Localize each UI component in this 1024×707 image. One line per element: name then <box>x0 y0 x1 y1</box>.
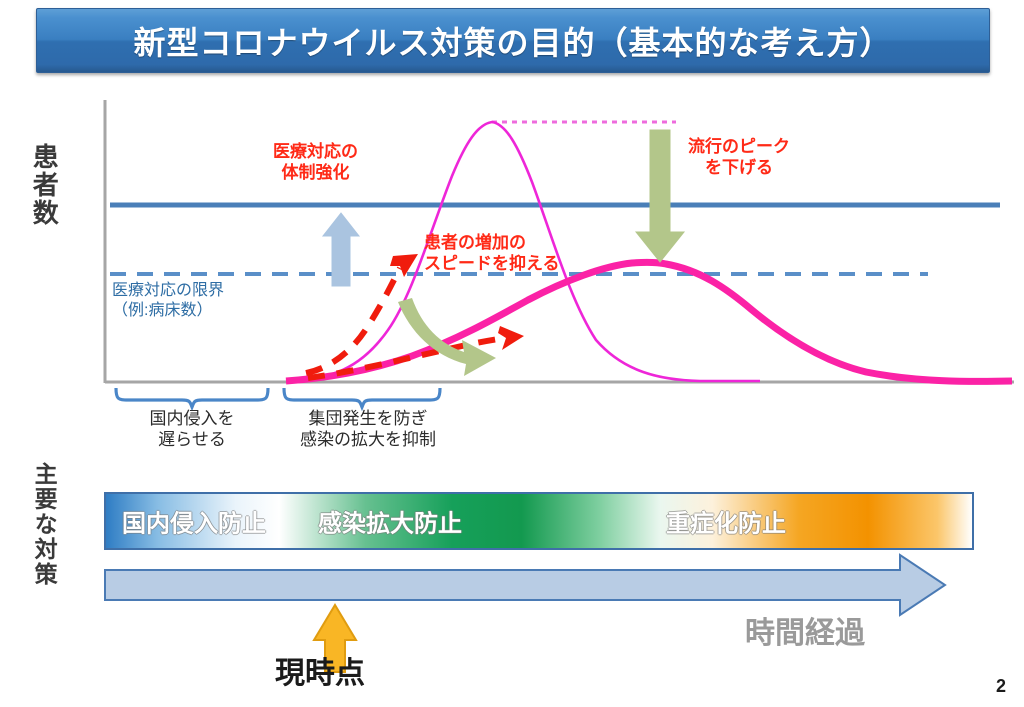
fast-growth-arrowhead <box>390 254 418 277</box>
brace-2 <box>282 387 442 412</box>
measures-gradient-bar: 国内侵入防止 感染拡大防止 重症化防止 <box>104 492 974 550</box>
capacity-boost-arrow <box>321 212 361 287</box>
annotation-capacity-boost: 医療対応の 体制強化 <box>273 142 358 183</box>
y-axis-label: 患者数 <box>29 143 60 227</box>
slow-growth-arrow <box>307 335 507 381</box>
annotation-slow-speed: 患者の増加の スピードを抑える <box>424 233 560 274</box>
brace-1 <box>114 387 270 412</box>
slide-title-banner: 新型コロナウイルス対策の目的（基本的な考え方） <box>36 8 990 73</box>
brace-label-prevent-spread-line1: 集団発生を防ぎ <box>308 409 428 428</box>
annotation-capacity-limit-line1: 医療対応の限界 <box>112 282 225 299</box>
slow-growth-arrowhead <box>498 326 524 350</box>
annotation-capacity-limit-line2: （例:病床数） <box>112 301 213 319</box>
measures-bar-segment-severity-prevention: 重症化防止 <box>666 510 786 538</box>
flatten-curve-arrow <box>398 298 496 376</box>
fast-growth-arrow <box>305 266 403 376</box>
annotation-capacity-boost-line1: 医療対応の <box>273 142 358 161</box>
annotation-slow-speed-line2: スピードを抑える <box>424 253 560 273</box>
page-title: 新型コロナウイルス対策の目的（基本的な考え方） <box>133 24 893 61</box>
current-point-label: 現時点 <box>275 657 365 690</box>
annotation-peak-lower-line1: 流行のピーク <box>688 137 790 156</box>
time-progress-label: 時間経過 <box>745 617 865 650</box>
page-number: 2 <box>995 676 1006 696</box>
measures-bar-segment-spread-prevention: 感染拡大防止 <box>318 510 462 538</box>
annotation-slow-speed-line1: 患者の増加の <box>424 233 526 252</box>
annotation-capacity-limit: 医療対応の限界 （例:病床数） <box>112 281 224 320</box>
brace-label-prevent-spread: 集団発生を防ぎ 感染の拡大を抑制 <box>268 408 468 451</box>
annotation-peak-lower: 流行のピーク を下げる <box>688 137 790 178</box>
measures-bar-segment-entry-prevention: 国内侵入防止 <box>122 510 266 538</box>
mitigated-epidemic-curve <box>285 258 1013 385</box>
annotation-capacity-boost-line2: 体制強化 <box>281 162 350 182</box>
brace-label-prevent-spread-line2: 感染の拡大を抑制 <box>300 430 436 450</box>
brace-label-delay-entry-line1: 国内侵入を <box>149 409 235 428</box>
annotation-peak-lower-line2: を下げる <box>705 157 773 177</box>
peak-lower-arrow <box>634 129 686 263</box>
time-progress-arrow <box>104 553 947 617</box>
brace-label-delay-entry: 国内侵入を 遅らせる <box>118 408 266 451</box>
main-measures-label: 主要な対策 <box>31 462 58 587</box>
brace-label-delay-entry-line2: 遅らせる <box>158 430 226 450</box>
